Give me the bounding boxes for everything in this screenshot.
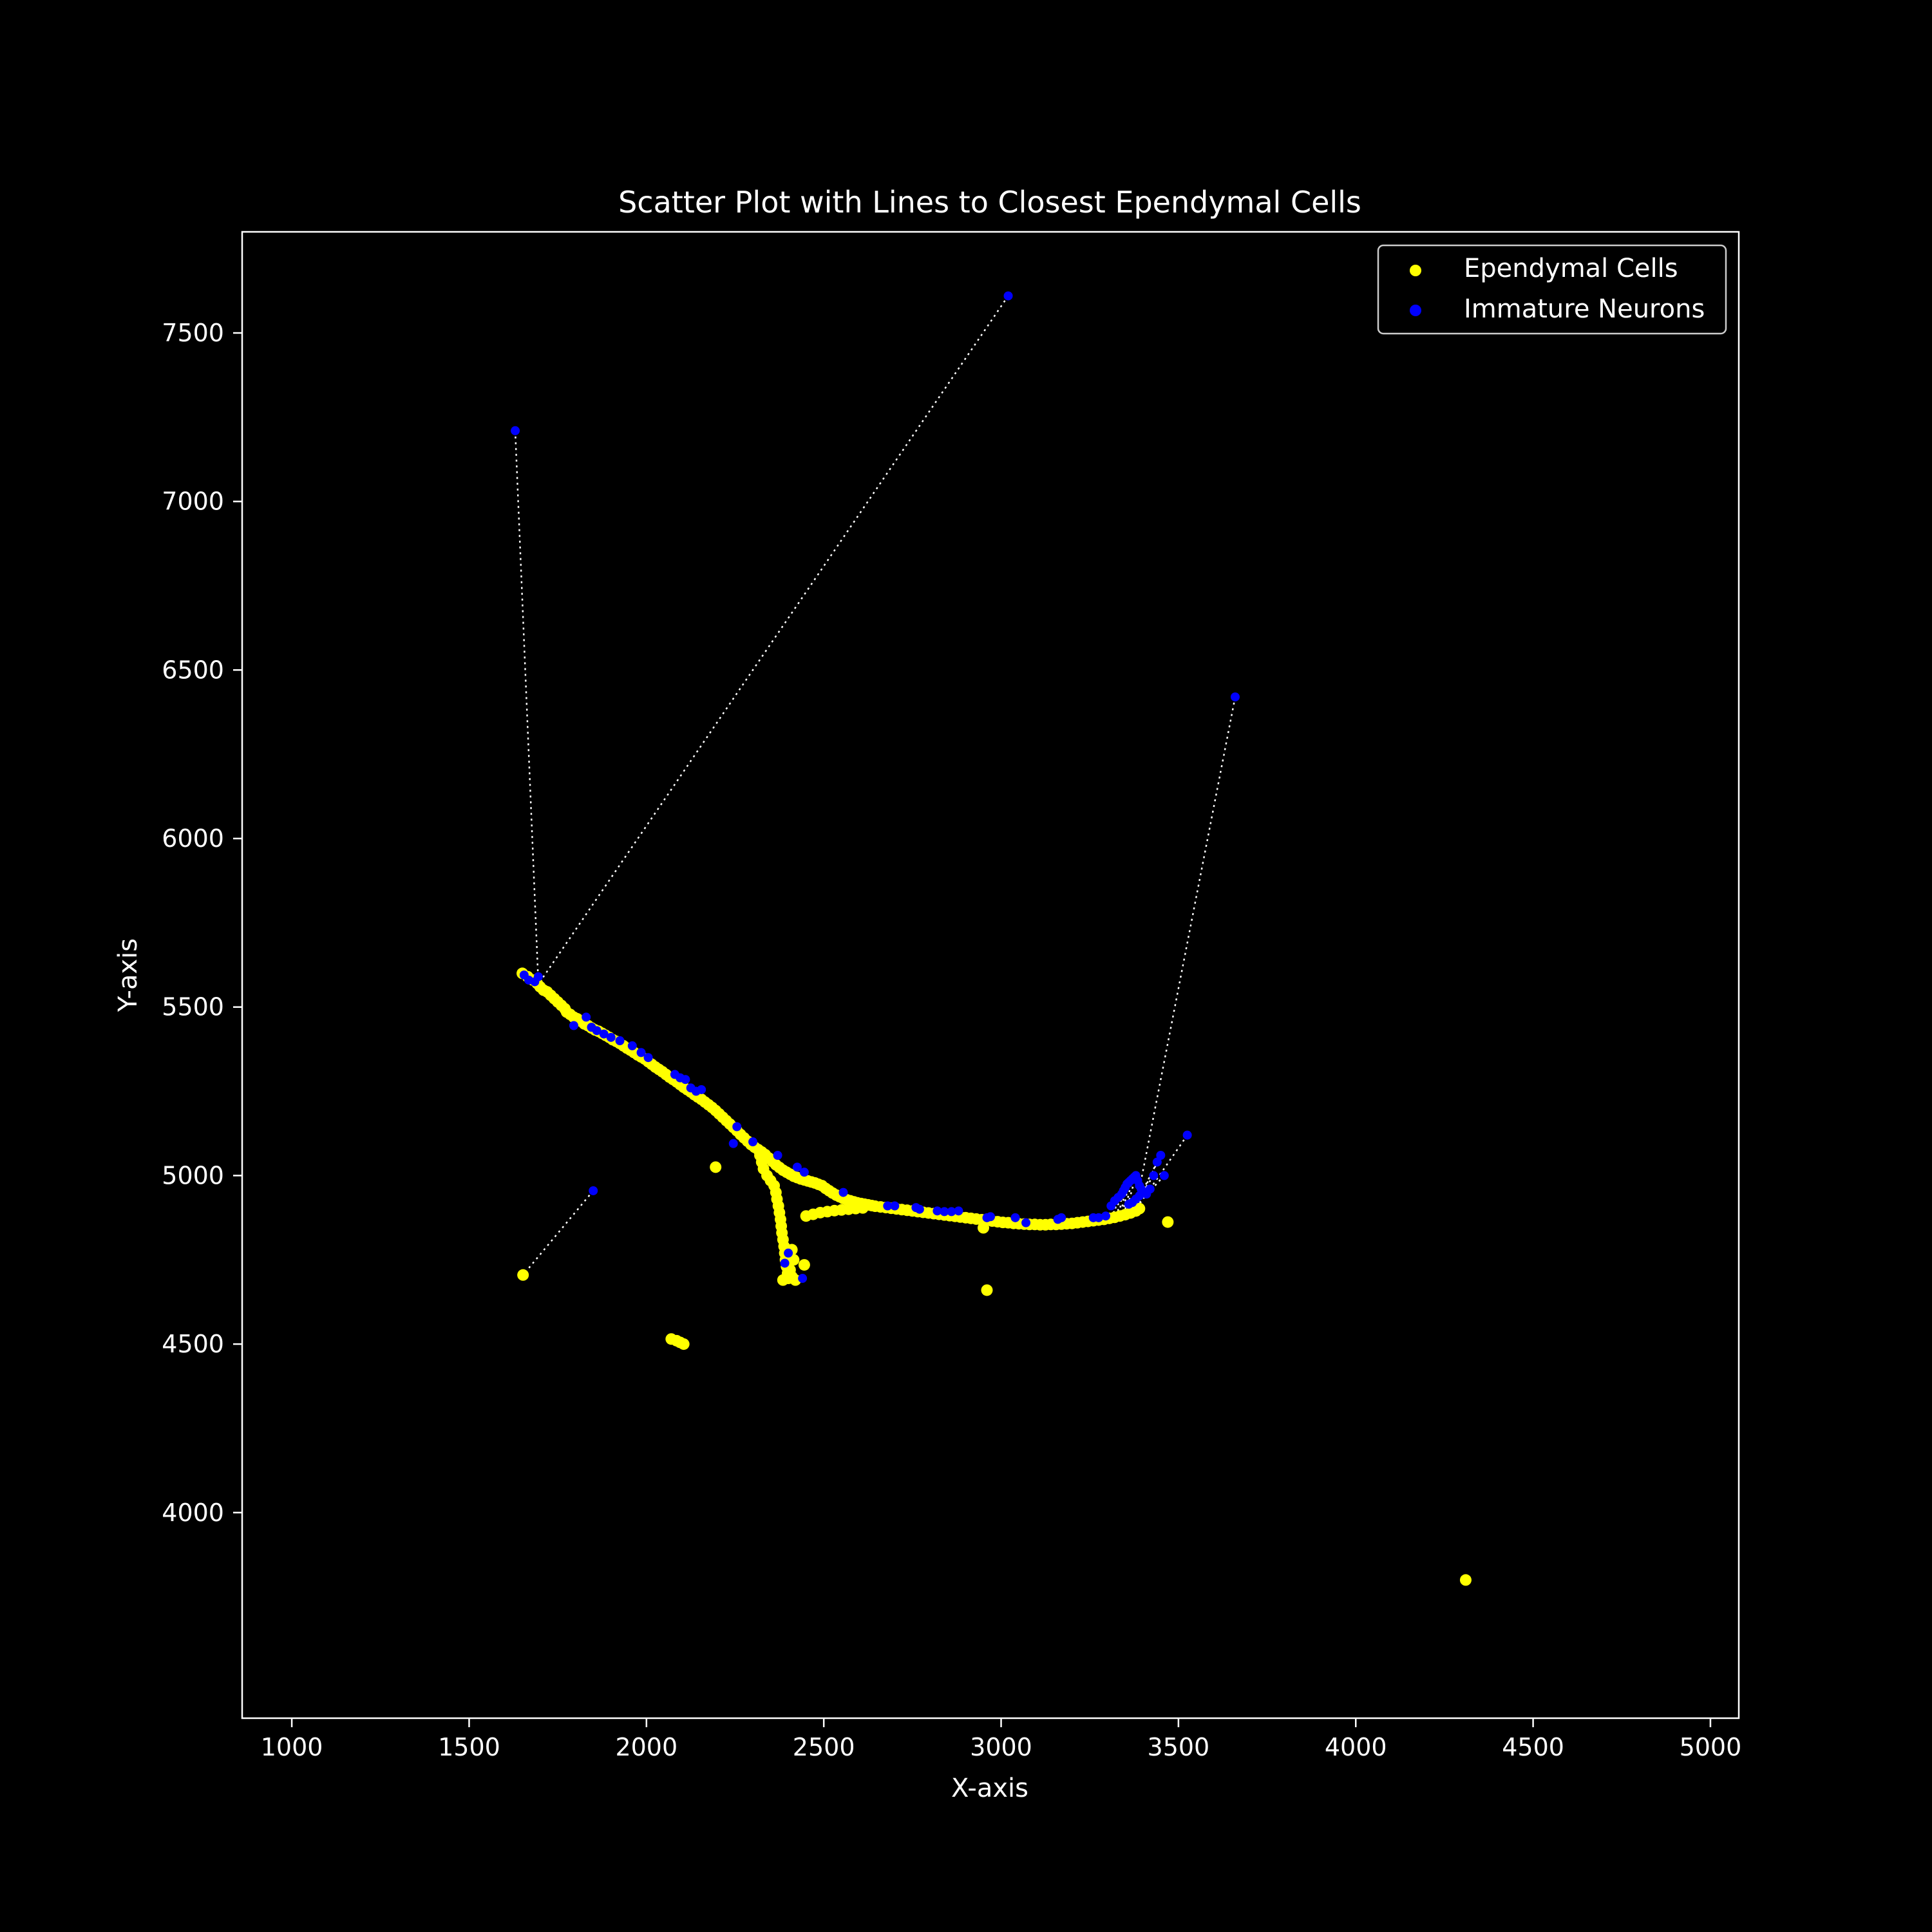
connector-line — [1121, 1187, 1126, 1211]
immature-neuron-point — [1057, 1213, 1066, 1222]
immature-neuron-point — [589, 1186, 598, 1195]
x-tick-label: 2000 — [615, 1733, 677, 1761]
ependymal-cell-point — [517, 1269, 529, 1281]
immature-neuron-point — [784, 1248, 793, 1258]
y-axis: 4000 4500 5000 5500 6000 6500 7000 7500 — [162, 319, 242, 1527]
ependymal-cell-point — [977, 1222, 989, 1234]
immature-neuron-point — [914, 1204, 924, 1214]
ependymal-cell-point — [1133, 1202, 1146, 1215]
y-tick-label: 4500 — [162, 1330, 224, 1358]
immature-neuron-point — [643, 1053, 653, 1063]
immature-neuron-point — [681, 1075, 690, 1084]
connector-line — [514, 430, 540, 982]
y-tick-label: 4000 — [162, 1499, 224, 1527]
immature-neuron-point — [1021, 1218, 1031, 1227]
immature-neuron-point — [798, 1274, 808, 1283]
immature-neuron-point — [728, 1139, 738, 1148]
plot-frame — [241, 231, 1740, 1719]
x-tick-label: 1000 — [261, 1733, 323, 1761]
immature-neuron-point — [1156, 1150, 1166, 1160]
ependymal-cell-point — [1162, 1216, 1174, 1228]
immature-neuron-point — [799, 1168, 809, 1177]
immature-neuron-point — [883, 1201, 893, 1211]
connector-line — [1135, 1161, 1158, 1205]
immature-neuron-point — [592, 1026, 601, 1036]
immature-neuron-point — [569, 1021, 578, 1030]
y-tick-label: 5000 — [162, 1161, 224, 1189]
x-axis-label: X-axis — [951, 1774, 1028, 1803]
ependymal-cell-point — [710, 1161, 722, 1173]
y-axis-label: Y-axis — [113, 938, 143, 1012]
immature-neuron-point — [780, 1258, 790, 1268]
immature-neuron-point — [1094, 1213, 1103, 1222]
legend-box — [1377, 244, 1727, 335]
immature-neuron-point — [1010, 1213, 1020, 1222]
immature-neuron-point — [636, 1048, 646, 1057]
immature-neuron-point — [582, 1012, 591, 1022]
immature-neuron-point — [1124, 1199, 1133, 1209]
y-tick-label: 7500 — [162, 319, 224, 347]
immature-neuron-point — [933, 1206, 942, 1216]
ependymal-cell-point — [981, 1284, 993, 1296]
immature-neuron-point — [511, 426, 520, 435]
legend-label-immature: Immature Neurons — [1464, 294, 1705, 324]
x-tick-label: 3500 — [1148, 1733, 1210, 1761]
immature-neuron-point — [732, 1122, 742, 1132]
immature-neuron-point — [1145, 1184, 1155, 1194]
immature-neuron-point — [1182, 1130, 1192, 1140]
immature-neuron-point — [1003, 291, 1013, 301]
ependymal-cell-point — [677, 1338, 690, 1350]
immature-neuron-point — [1159, 1171, 1169, 1180]
immature-neuron-point — [792, 1162, 802, 1172]
x-axis: 1000 1500 2000 2500 3000 3500 4000 4500 5000 — [261, 1718, 1742, 1761]
x-tick-label: 1500 — [438, 1733, 500, 1761]
x-tick-label: 3000 — [970, 1733, 1032, 1761]
legend: Ependymal Cells Immature Neurons — [1377, 244, 1727, 335]
immature-neuron-point — [697, 1084, 706, 1094]
immature-neuron-point — [533, 972, 543, 981]
series-immature-neurons — [511, 291, 1240, 1283]
x-tick-label: 5000 — [1680, 1733, 1742, 1761]
scatter-points — [511, 291, 1472, 1586]
immature-neuron-point — [1149, 1171, 1159, 1180]
x-tick-label: 4500 — [1502, 1733, 1564, 1761]
x-tick-label: 4000 — [1325, 1733, 1387, 1761]
immature-neuron-point — [954, 1206, 963, 1216]
legend-marker-ependymal — [1410, 265, 1421, 276]
y-tick-label: 5500 — [162, 993, 224, 1021]
immature-neuron-point — [627, 1041, 637, 1050]
immature-neuron-point — [838, 1188, 848, 1197]
immature-neuron-point — [599, 1029, 609, 1039]
y-tick-label: 6500 — [162, 656, 224, 684]
immature-neuron-point — [947, 1207, 956, 1217]
ependymal-cell-point — [777, 1274, 789, 1286]
immature-neuron-point — [615, 1036, 625, 1046]
ependymal-cell-point — [798, 1259, 810, 1271]
ependymal-cell-point — [1459, 1574, 1472, 1586]
connector-line — [522, 1190, 594, 1276]
x-tick-label: 2500 — [793, 1733, 855, 1761]
chart-title: Scatter Plot with Lines to Closest Epend… — [618, 185, 1361, 220]
connector-line — [1113, 1200, 1117, 1213]
immature-neuron-point — [773, 1150, 782, 1160]
immature-neuron-point — [1152, 1157, 1162, 1167]
ependymal-cell-point — [857, 1202, 869, 1214]
connector-line — [1139, 696, 1236, 1189]
immature-neuron-point — [606, 1032, 616, 1042]
immature-neuron-point — [890, 1201, 900, 1211]
immature-neuron-point — [1101, 1211, 1110, 1221]
legend-marker-immature — [1410, 305, 1421, 316]
immature-neuron-point — [748, 1137, 758, 1147]
immature-neuron-point — [986, 1212, 995, 1222]
ependymal-cell-point — [788, 1254, 800, 1266]
y-tick-label: 6000 — [162, 824, 224, 853]
immature-neuron-point — [940, 1207, 949, 1217]
immature-neuron-point — [1230, 692, 1240, 702]
ependymal-cell-point — [784, 1264, 796, 1276]
y-tick-label: 7000 — [162, 488, 224, 516]
legend-label-ependymal: Ependymal Cells — [1464, 254, 1678, 283]
connector-line — [1122, 1182, 1130, 1211]
